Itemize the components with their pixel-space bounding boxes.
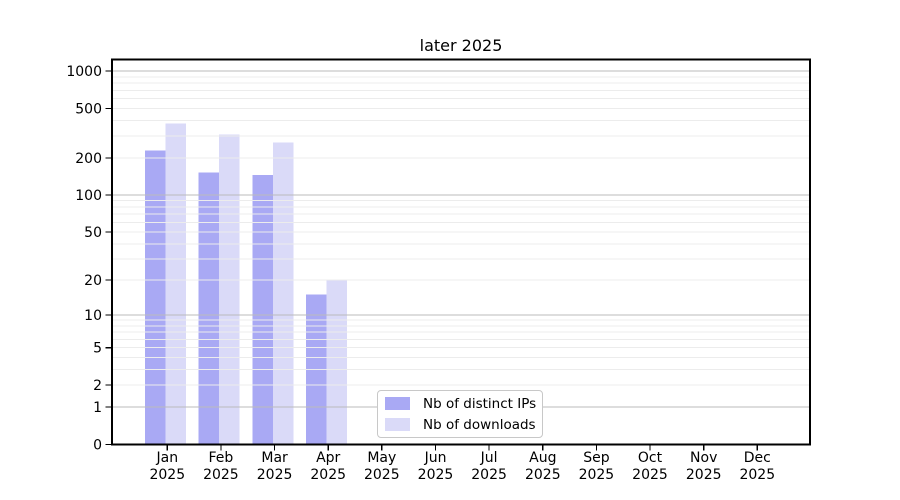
legend-swatch-downloads (385, 418, 410, 431)
y-tick-label-5: 5 (93, 341, 102, 357)
x-tick-labels: Jan2025Feb2025Mar2025Apr2025May2025Jun20… (149, 450, 775, 483)
y-tick-label-1: 1 (93, 400, 102, 416)
chart-title: later 2025 (419, 36, 503, 55)
y-tick-label-100: 100 (75, 188, 102, 204)
bar-jan-downloads (165, 123, 186, 445)
x-tick-year-oct: 2025 (632, 467, 668, 483)
y-tick-label-10: 10 (84, 308, 102, 324)
x-tick-year-mar: 2025 (257, 467, 293, 483)
bar-jan-distinct-ips (145, 150, 166, 445)
y-tick-label-20: 20 (84, 273, 102, 289)
x-tick-year-jul: 2025 (471, 467, 507, 483)
y-tick-label-50: 50 (84, 225, 102, 241)
legend-swatch-distinct-ips (385, 397, 410, 410)
x-tick-month-feb: Feb (209, 450, 234, 466)
x-tick-month-jun: Jun (424, 450, 447, 466)
x-tick-year-apr: 2025 (310, 467, 346, 483)
bar-apr-downloads (326, 280, 347, 445)
bar-feb-distinct-ips (198, 172, 220, 445)
tick-marks (105, 70, 758, 451)
x-tick-year-nov: 2025 (686, 467, 722, 483)
bar-mar-distinct-ips (252, 175, 273, 445)
x-tick-year-dec: 2025 (739, 467, 775, 483)
bar-feb-downloads (219, 134, 240, 445)
series-downloads (165, 123, 347, 445)
x-tick-year-jun: 2025 (418, 467, 454, 483)
legend-label-downloads: Nb of downloads (423, 416, 536, 433)
x-tick-month-apr: Apr (316, 450, 340, 466)
y-tick-label-2: 2 (93, 378, 102, 394)
legend-item-distinct-ips: Nb of distinct IPs (385, 393, 536, 414)
plot-border (111, 58, 811, 446)
x-tick-month-oct: Oct (638, 450, 663, 466)
x-tick-month-jan: Jan (156, 450, 179, 466)
legend-label-distinct-ips: Nb of distinct IPs (423, 395, 537, 412)
x-tick-month-sep: Sep (583, 450, 610, 466)
x-tick-month-mar: Mar (261, 450, 288, 466)
x-tick-year-sep: 2025 (579, 467, 615, 483)
x-tick-month-jul: Jul (480, 450, 498, 466)
bars (145, 123, 347, 445)
x-tick-month-nov: Nov (690, 450, 717, 466)
x-tick-month-dec: Dec (744, 450, 771, 466)
x-tick-year-may: 2025 (364, 467, 400, 483)
series-distinct-ips (145, 150, 327, 445)
x-tick-month-aug: Aug (529, 450, 556, 466)
legend-item-downloads: Nb of downloads (385, 414, 536, 435)
x-tick-month-may: May (367, 450, 396, 466)
y-tick-label-500: 500 (75, 101, 102, 117)
y-tick-labels: 0 1 2 5 10 20 50 100 200 500 1000 (66, 64, 102, 453)
legend: Nb of distinct IPs Nb of downloads (377, 390, 543, 438)
x-tick-year-jan: 2025 (149, 467, 185, 483)
grid-minor-lines (112, 76, 810, 386)
bar-mar-downloads (272, 142, 294, 445)
y-tick-label-200: 200 (75, 151, 102, 167)
x-tick-year-feb: 2025 (203, 467, 239, 483)
x-tick-year-aug: 2025 (525, 467, 561, 483)
y-tick-label-1000: 1000 (66, 64, 102, 80)
y-tick-label-0: 0 (93, 437, 102, 453)
